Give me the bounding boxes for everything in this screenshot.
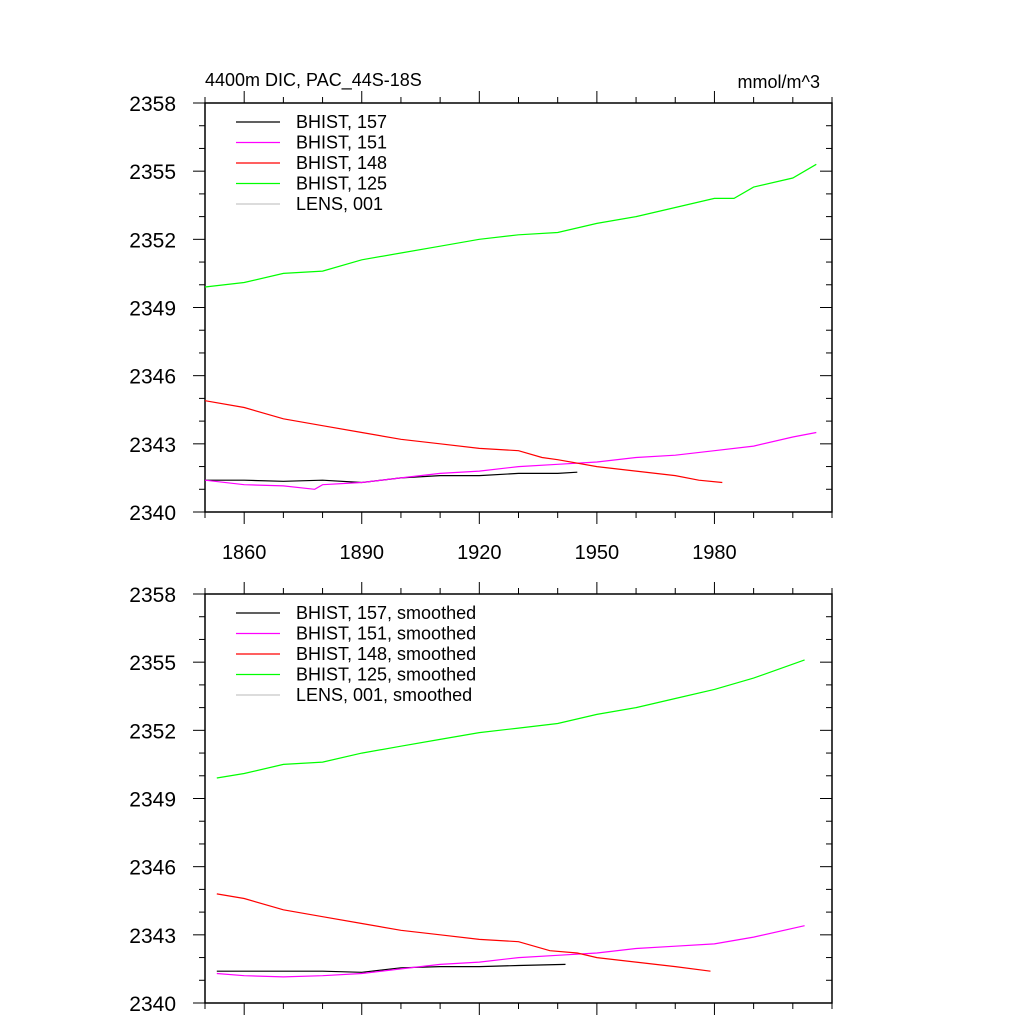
y-tick-label: 2340 xyxy=(129,993,176,1016)
chart-title: 4400m DIC, PAC_44S-18S xyxy=(205,70,422,91)
legend-label: BHIST, 148, smoothed xyxy=(296,644,476,664)
y-tick-label: 2355 xyxy=(129,652,176,675)
y-tick-label: 2352 xyxy=(129,720,176,743)
series-line-bhist-151-smoothed xyxy=(216,925,805,978)
legend-label: LENS, 001 xyxy=(296,194,383,214)
series-line-bhist-151 xyxy=(204,431,817,490)
units-label: mmol/m^3 xyxy=(738,72,820,92)
legend-label: BHIST, 125 xyxy=(296,174,387,194)
legend-label: LENS, 001, smoothed xyxy=(296,685,472,705)
legend-label: BHIST, 151 xyxy=(296,133,387,153)
legend-label: BHIST, 151, smoothed xyxy=(296,624,476,644)
legend-label: BHIST, 125, smoothed xyxy=(296,665,476,685)
series-line-bhist-125-smoothed xyxy=(216,659,805,779)
legend-label: BHIST, 157, smoothed xyxy=(296,603,476,623)
y-tick-label: 2346 xyxy=(129,857,176,880)
x-tick-label: 1980 xyxy=(692,542,737,564)
series-line-bhist-125 xyxy=(204,163,817,288)
y-tick-label: 2349 xyxy=(129,298,176,321)
panel-2: 2340 2343 2346 2349 2352 2355 2358 BHIST, 157, … xyxy=(129,582,833,1016)
y-tick-label: 2358 xyxy=(129,93,176,116)
panel-1: 1860 1890 1920 1950 1980 2340 2343 2346 2349 2352… xyxy=(129,70,833,564)
series-line-bhist-148 xyxy=(204,400,723,484)
y-tick-label: 2346 xyxy=(129,366,176,389)
x-tick-label: 1860 xyxy=(222,542,267,564)
x-tick-label: 1920 xyxy=(457,542,502,564)
y-tick-label: 2349 xyxy=(129,789,176,812)
x-tick-label: 1890 xyxy=(340,542,385,564)
legend-label: BHIST, 148 xyxy=(296,153,387,173)
x-tick-label: 1950 xyxy=(575,542,620,564)
y-tick-label: 2340 xyxy=(129,502,176,525)
y-tick-label: 2352 xyxy=(129,229,176,252)
y-tick-label: 2358 xyxy=(129,584,176,607)
series-line-bhist-157 xyxy=(205,471,578,484)
y-tick-label: 2343 xyxy=(129,925,176,948)
series-line-bhist-157-smoothed xyxy=(216,963,566,973)
legend-label: BHIST, 157 xyxy=(296,112,387,132)
series-line-bhist-148-smoothed xyxy=(216,893,711,972)
y-tick-label: 2343 xyxy=(129,434,176,457)
y-tick-label: 2355 xyxy=(129,161,176,184)
